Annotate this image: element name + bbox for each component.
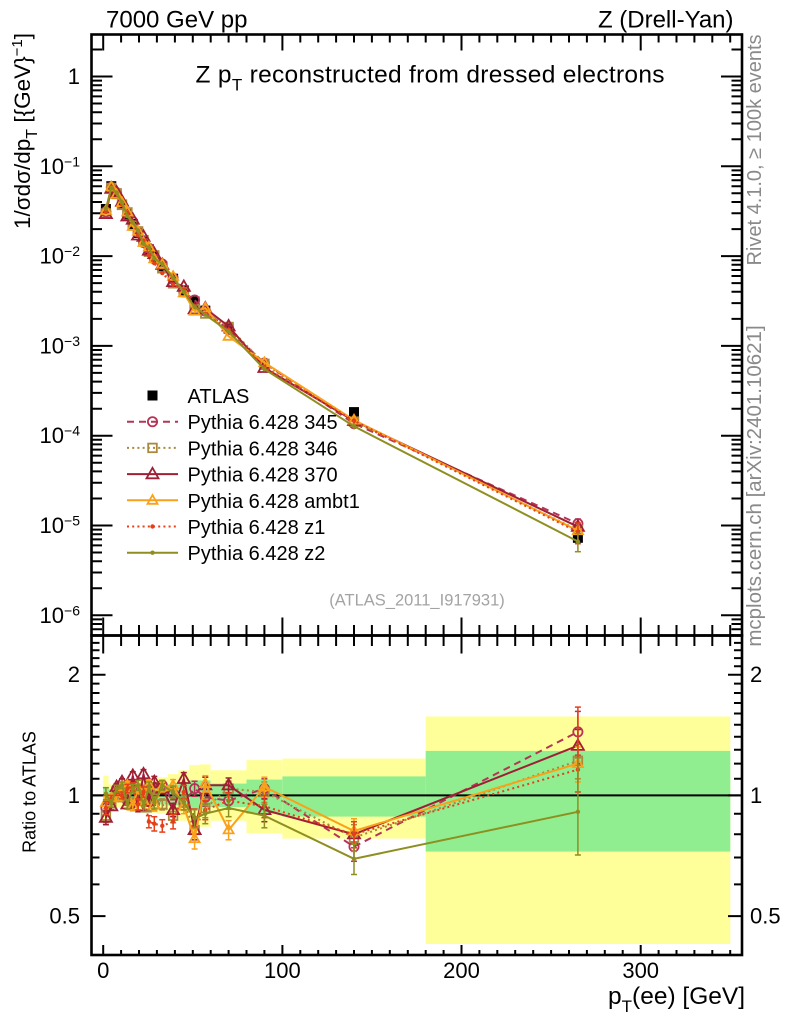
svg-text:mcplots.cern.ch [arXiv:2401.10: mcplots.cern.ch [arXiv:2401.10621] bbox=[743, 325, 766, 646]
svg-text:2: 2 bbox=[750, 662, 762, 687]
svg-text:7000 GeV pp: 7000 GeV pp bbox=[106, 7, 247, 34]
svg-text:Pythia 6.428 z1: Pythia 6.428 z1 bbox=[188, 517, 326, 539]
svg-text:Rivet 4.1.0, ≥ 100k events: Rivet 4.1.0, ≥ 100k events bbox=[744, 34, 766, 265]
svg-text:1: 1 bbox=[750, 783, 762, 808]
svg-text:(ATLAS_2011_I917931): (ATLAS_2011_I917931) bbox=[329, 592, 505, 610]
svg-text:10−1: 10−1 bbox=[40, 153, 81, 179]
svg-text:10−3: 10−3 bbox=[40, 333, 81, 359]
svg-text:10−2: 10−2 bbox=[40, 243, 81, 269]
svg-text:ATLAS: ATLAS bbox=[188, 386, 250, 408]
svg-text:1: 1 bbox=[68, 64, 80, 89]
svg-text:Pythia 6.428 ambt1: Pythia 6.428 ambt1 bbox=[188, 491, 360, 513]
svg-text:0: 0 bbox=[97, 958, 109, 983]
svg-text:Ratio to ATLAS: Ratio to ATLAS bbox=[20, 731, 40, 853]
svg-text:Pythia 6.428 370: Pythia 6.428 370 bbox=[188, 465, 338, 487]
svg-text:0.5: 0.5 bbox=[49, 904, 80, 929]
svg-text:10−5: 10−5 bbox=[40, 513, 81, 539]
svg-text:10−4: 10−4 bbox=[40, 423, 81, 449]
svg-text:1: 1 bbox=[68, 783, 80, 808]
svg-text:100: 100 bbox=[264, 958, 301, 983]
svg-text:300: 300 bbox=[622, 958, 659, 983]
svg-text:10−6: 10−6 bbox=[40, 602, 81, 628]
svg-text:Pythia 6.428 z2: Pythia 6.428 z2 bbox=[188, 543, 326, 565]
svg-text:Pythia 6.428 346: Pythia 6.428 346 bbox=[188, 438, 338, 460]
svg-text:0.5: 0.5 bbox=[750, 904, 781, 929]
svg-text:Pythia 6.428 345: Pythia 6.428 345 bbox=[188, 412, 338, 434]
svg-text:Z (Drell-Yan): Z (Drell-Yan) bbox=[598, 7, 734, 34]
svg-text:200: 200 bbox=[443, 958, 480, 983]
svg-text:2: 2 bbox=[68, 662, 80, 687]
